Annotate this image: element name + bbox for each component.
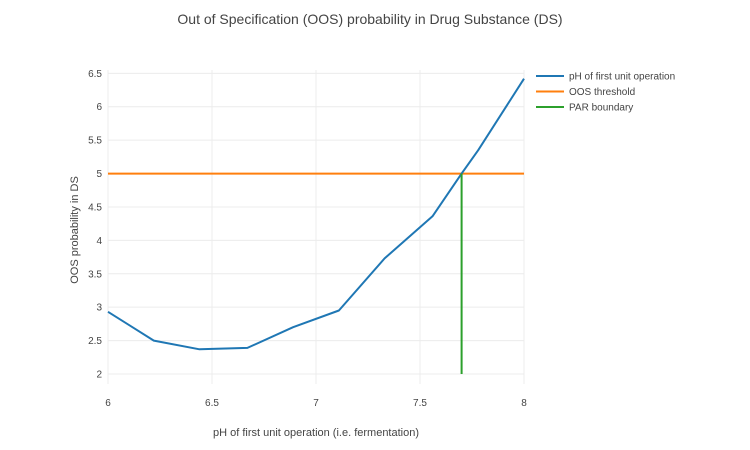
legend-label: OOS threshold — [569, 87, 635, 98]
y-axis-label: OOS probability in DS — [69, 176, 81, 284]
y-tick-label: 5 — [96, 169, 102, 180]
y-tick-label: 6 — [96, 102, 102, 113]
x-axis-ticks: 6 6.5 7 7.5 8 — [105, 398, 527, 409]
y-axis-ticks: 2 2.5 3 3.5 4 4.5 5 5.5 6 6.5 — [88, 69, 102, 381]
y-tick-label: 4.5 — [88, 202, 102, 213]
y-tick-label: 2 — [96, 369, 102, 380]
y-tick-label: 2.5 — [88, 336, 102, 347]
chart-title: Out of Specification (OOS) probability i… — [177, 11, 562, 27]
x-axis-label: pH of first unit operation (i.e. ferment… — [213, 427, 419, 439]
x-tick-label: 6 — [105, 398, 111, 409]
y-tick-label: 3 — [96, 303, 102, 314]
x-tick-label: 6.5 — [205, 398, 219, 409]
y-tick-label: 6.5 — [88, 69, 102, 80]
legend-label: pH of first unit operation — [569, 72, 675, 83]
y-tick-label: 5.5 — [88, 136, 102, 147]
x-tick-label: 8 — [521, 398, 527, 409]
y-tick-label: 4 — [96, 236, 102, 247]
x-tick-label: 7 — [313, 398, 319, 409]
series-line-ph-of-first-unit-operation — [107, 78, 525, 351]
legend: pH of first unit operation OOS threshold P… — [536, 72, 675, 114]
legend-label: PAR boundary — [569, 103, 633, 114]
x-tick-label: 7.5 — [413, 398, 427, 409]
y-tick-label: 3.5 — [88, 269, 102, 280]
series-layer — [107, 78, 525, 374]
